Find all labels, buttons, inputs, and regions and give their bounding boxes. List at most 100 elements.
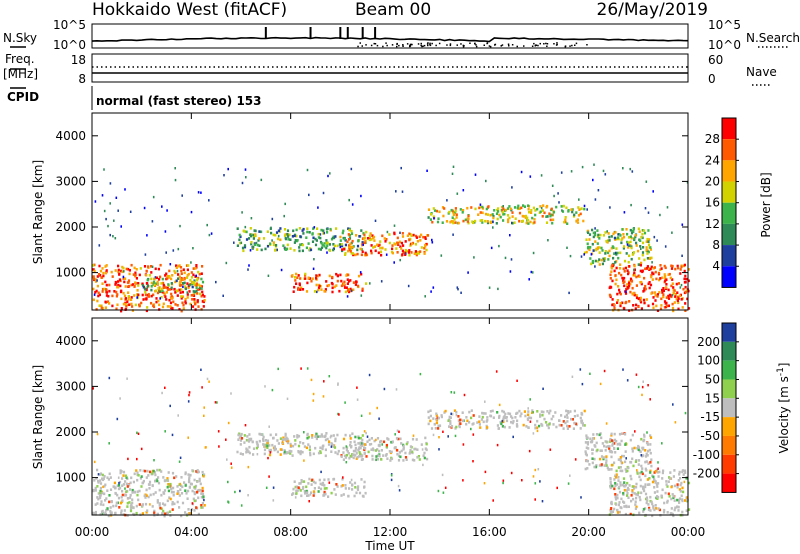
echo-cell xyxy=(630,231,634,235)
echo-cell xyxy=(426,457,429,461)
echo-cell xyxy=(452,233,454,236)
echo-cell xyxy=(158,303,161,307)
echo-cell xyxy=(187,400,190,403)
echo-cell xyxy=(384,248,387,251)
echo-cell xyxy=(642,446,645,450)
echo-cell xyxy=(314,446,317,450)
echo-cell xyxy=(113,219,115,222)
echo-cell xyxy=(591,439,594,443)
echo-cell xyxy=(111,294,114,298)
echo-cell xyxy=(644,474,647,478)
echo-cell xyxy=(180,476,183,479)
echo-cell xyxy=(118,481,120,485)
echo-cell xyxy=(528,278,530,281)
echo-cell xyxy=(379,240,382,243)
echo-cell xyxy=(106,489,109,492)
echo-cell xyxy=(375,438,377,442)
echo-cell xyxy=(174,271,177,275)
echo-cell xyxy=(311,436,314,439)
echo-cell xyxy=(248,433,251,436)
echo-cell xyxy=(448,415,451,419)
echo-cell xyxy=(511,211,514,214)
echo-cell xyxy=(645,496,649,499)
echo-cell xyxy=(612,232,615,236)
echo-cell xyxy=(106,300,110,303)
echo-cell xyxy=(360,229,363,232)
echo-cell xyxy=(279,227,282,230)
echo-cell xyxy=(208,380,210,383)
echo-cell xyxy=(678,501,681,504)
echo-cell xyxy=(309,493,312,496)
echo-cell xyxy=(99,486,102,490)
echo-cell xyxy=(289,442,292,446)
echo-cell xyxy=(648,238,651,241)
echo-cell xyxy=(192,267,195,270)
echo-cell xyxy=(108,376,111,380)
echo-cell xyxy=(198,286,201,289)
echo-cell xyxy=(199,284,202,288)
echo-cell xyxy=(352,449,355,453)
echo-cell xyxy=(187,473,190,476)
echo-cell xyxy=(629,438,632,442)
echo-cell xyxy=(380,280,383,283)
echo-cell xyxy=(311,478,314,482)
echo-cell xyxy=(626,481,629,485)
echo-cell xyxy=(272,233,275,237)
echo-cell xyxy=(216,401,218,404)
echo-cell xyxy=(101,478,105,482)
echo-cell xyxy=(133,472,136,476)
echo-cell xyxy=(593,465,596,469)
echo-cell xyxy=(363,233,366,237)
echo-cell xyxy=(349,443,352,447)
echo-cell xyxy=(608,235,611,239)
echo-cell xyxy=(511,416,514,420)
echo-cell xyxy=(254,234,257,238)
echo-cell xyxy=(631,457,634,461)
echo-cell xyxy=(344,433,347,437)
echo-cell xyxy=(135,511,138,515)
echo-cell xyxy=(162,286,165,289)
echo-cell xyxy=(415,236,418,239)
echo-cell xyxy=(627,286,630,289)
echo-cell xyxy=(674,295,677,298)
echo-cell xyxy=(161,512,164,515)
echo-cell xyxy=(669,276,672,280)
echo-cell xyxy=(341,248,344,251)
echo-cell xyxy=(146,306,149,309)
echo-cell xyxy=(589,246,592,249)
echo-cell xyxy=(423,456,426,460)
echo-cell xyxy=(639,300,643,304)
echo-cell xyxy=(179,266,183,269)
echo-cell xyxy=(623,307,626,310)
echo-cell xyxy=(365,230,368,234)
echo-cell xyxy=(536,207,539,211)
echo-cell xyxy=(599,233,602,237)
echo-cell xyxy=(588,238,591,241)
echo-cell xyxy=(146,284,149,287)
echo-cell xyxy=(295,272,298,276)
echo-cell xyxy=(145,270,148,273)
echo-cell xyxy=(147,495,150,499)
echo-cell xyxy=(668,293,671,297)
echo-cell xyxy=(466,206,469,210)
echo-cell xyxy=(349,454,352,458)
echo-cell xyxy=(509,207,512,211)
echo-cell xyxy=(472,414,475,417)
echo-cell xyxy=(584,467,587,471)
echo-cell xyxy=(306,168,309,172)
echo-cell xyxy=(187,286,190,290)
echo-cell xyxy=(646,443,649,446)
echo-cell xyxy=(332,444,335,447)
echo-cell xyxy=(542,387,544,390)
echo-cell xyxy=(197,305,200,308)
echo-cell xyxy=(484,412,487,415)
echo-cell xyxy=(132,506,135,510)
echo-cell xyxy=(629,240,632,244)
echo-cell xyxy=(685,289,688,293)
echo-cell xyxy=(398,451,401,454)
echo-cell xyxy=(361,289,364,292)
echo-cell xyxy=(181,290,184,294)
echo-cell xyxy=(637,227,640,231)
echo-cell xyxy=(573,213,576,217)
echo-cell xyxy=(618,288,621,292)
